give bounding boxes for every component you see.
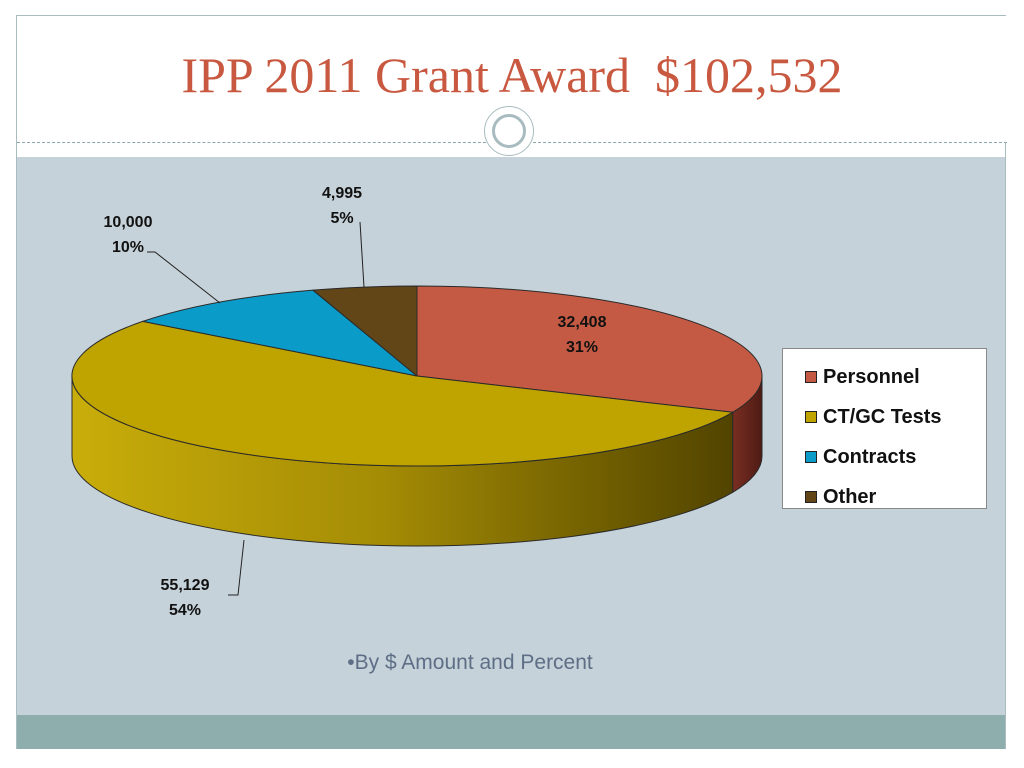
legend-label-other: Other	[823, 485, 877, 508]
pie-layer	[71, 285, 763, 547]
legend-swatch-other	[805, 491, 817, 503]
data-label-contracts-percent: 10%	[112, 239, 144, 256]
data-label-ctgc-percent: 54%	[169, 602, 201, 619]
leader-line-other	[359, 221, 365, 288]
footer-band	[17, 715, 1005, 749]
legend-item-contracts: Contracts	[805, 437, 986, 477]
ring-ornament-icon	[484, 106, 534, 156]
leader-line-ctgc	[228, 539, 245, 596]
pie-slice-ctgc	[71, 320, 734, 467]
pie-slice-personnel	[416, 285, 763, 413]
legend-item-personnel: Personnel	[805, 357, 986, 397]
legend-label-ctgc: CT/GC Tests	[823, 405, 942, 428]
data-label-personnel-percent: 31%	[566, 339, 598, 356]
legend-item-other: Other	[805, 477, 986, 517]
data-label-other-percent: 5%	[330, 210, 353, 227]
leader-line-contracts	[147, 251, 221, 304]
ring-ornament-inner	[492, 114, 526, 148]
legend-label-personnel: Personnel	[823, 365, 920, 388]
label-layer: 32,408 31% 55,129 54% 10,000 10% 4,995 5…	[104, 185, 607, 619]
legend-label-contracts: Contracts	[823, 445, 917, 468]
legend-swatch-personnel	[805, 371, 817, 383]
data-label-ctgc-value: 55,129	[161, 577, 210, 594]
slide-title: IPP 2011 Grant Award $102,532	[181, 47, 843, 103]
legend-swatch-ctgc	[805, 411, 817, 423]
legend-item-ctgc: CT/GC Tests	[805, 397, 986, 437]
slide-bullet: •By $ Amount and Percent	[347, 651, 593, 674]
chart-legend: Personnel CT/GC Tests Contracts Other	[782, 348, 987, 509]
legend-swatch-contracts	[805, 451, 817, 463]
pie-slice-other	[312, 285, 418, 377]
data-label-personnel-value: 32,408	[558, 314, 607, 331]
data-label-contracts-value: 10,000	[104, 214, 153, 231]
data-label-other-value: 4,995	[322, 185, 362, 202]
